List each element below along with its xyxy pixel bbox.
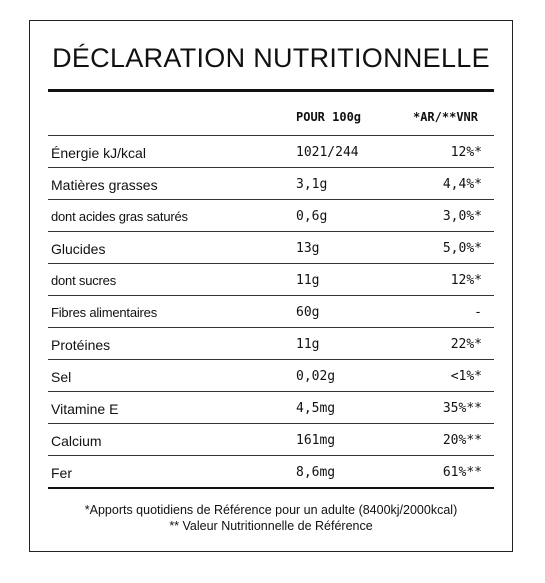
table-row: Protéines 11g 22%* <box>48 328 494 360</box>
nutrient-ar: 12%* <box>450 273 482 288</box>
nutrient-value: 11g <box>296 337 320 352</box>
nutrient-name: Calcium <box>51 433 102 449</box>
nutrient-ar: 20%** <box>442 433 482 448</box>
nutrient-name: dont sucres <box>51 273 117 288</box>
nutrient-ar: 22%* <box>450 337 482 352</box>
nutrient-value: 13g <box>296 241 320 256</box>
nutrient-ar: <1%* <box>450 369 482 384</box>
nutrient-ar: 61%** <box>442 465 482 480</box>
nutrient-ar: - <box>474 305 482 320</box>
nutrient-ar: 5,0%* <box>442 241 482 256</box>
column-header-ar-vnr: *AR/**VNR <box>412 110 478 124</box>
nutrient-value: 11g <box>296 273 320 288</box>
nutrient-ar: 35%** <box>442 401 482 416</box>
table-row: Vitamine E 4,5mg 35%** <box>48 392 494 424</box>
footnote-ar: *Apports quotidiens de Référence pour un… <box>84 503 458 517</box>
nutrient-name: Sel <box>51 369 72 385</box>
nutrient-ar: 12%* <box>450 145 482 160</box>
nutrient-ar: 3,0%* <box>442 209 482 224</box>
nutrient-value: 4,5mg <box>296 401 336 416</box>
nutrient-value: 161mg <box>296 433 336 448</box>
nutrient-name: Vitamine E <box>51 401 119 417</box>
table-row: Matières grasses 3,1g 4,4%* <box>48 168 494 200</box>
label-title: DÉCLARATION NUTRITIONNELLE <box>52 43 490 73</box>
nutrient-name: Fer <box>51 465 72 481</box>
table-row: Fer 8,6mg 61%** <box>48 456 494 489</box>
nutrient-value: 0,6g <box>296 209 328 224</box>
nutrient-name: dont acides gras saturés <box>51 209 188 224</box>
nutrient-value: 60g <box>296 305 320 320</box>
nutrient-name: Protéines <box>51 337 111 353</box>
header-divider <box>48 135 494 136</box>
nutrient-value: 0,02g <box>296 369 336 384</box>
title-divider <box>48 89 494 92</box>
nutrition-label-panel: DÉCLARATION NUTRITIONNELLE POUR 100g *AR… <box>29 20 513 552</box>
table-row: dont acides gras saturés 0,6g 3,0%* <box>48 200 494 232</box>
nutrient-value: 8,6mg <box>296 465 336 480</box>
nutrient-ar: 4,4%* <box>442 177 482 192</box>
nutrient-name: Énergie kJ/kcal <box>51 145 146 161</box>
nutrient-name: Matières grasses <box>51 177 158 193</box>
nutrient-value: 3,1g <box>296 177 328 192</box>
table-row: Énergie kJ/kcal 1021/244 12%* <box>48 136 494 168</box>
table-row: Sel 0,02g <1%* <box>48 360 494 392</box>
table-row: Calcium 161mg 20%** <box>48 424 494 456</box>
table-row: dont sucres 11g 12%* <box>48 264 494 296</box>
table-row: Glucides 13g 5,0%* <box>48 232 494 264</box>
footnote-vnr: ** Valeur Nutritionnelle de Référence <box>169 519 373 533</box>
nutrient-value: 1021/244 <box>296 145 359 160</box>
column-header-per-100g: POUR 100g <box>296 110 362 124</box>
table-row: Fibres alimentaires 60g - <box>48 296 494 328</box>
nutrient-name: Glucides <box>51 241 106 257</box>
nutrient-name: Fibres alimentaires <box>51 305 158 320</box>
